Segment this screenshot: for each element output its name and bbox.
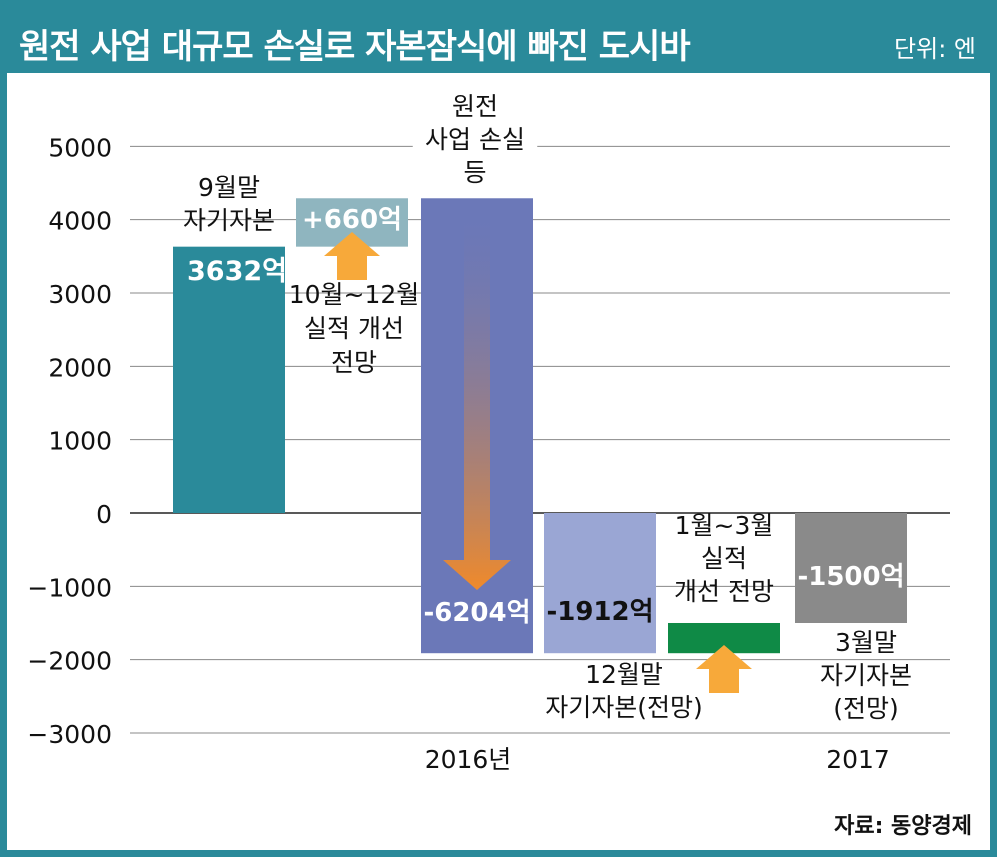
bar-category-label: 실적: [701, 544, 747, 573]
period-label: 2017: [826, 745, 890, 774]
unit-label: 단위: 엔: [894, 35, 976, 63]
bar-category-label: 9월말: [198, 173, 260, 202]
y-tick-label: 2000: [48, 353, 112, 382]
y-tick-label: 5000: [48, 133, 112, 162]
bar: [544, 513, 656, 654]
header-bar: 원전 사업 대규모 손실로 자본잠식에 빠진 도시바 단위: 엔: [7, 7, 990, 73]
period-label: 2016년: [425, 745, 512, 774]
bar-category-label: 사업 손실: [425, 125, 525, 154]
y-tick-label: 3000: [48, 280, 112, 309]
bar-category-label: 3월말: [835, 628, 897, 657]
value-label: -6204억: [423, 598, 530, 628]
bar: [173, 246, 285, 513]
y-tick-label: 4000: [48, 207, 112, 236]
bar-category-label: 10월~12월: [289, 280, 420, 309]
y-tick-label: −2000: [27, 647, 112, 676]
bar-category-label: 자기자본(전망): [545, 693, 703, 722]
bar-category-label: 12월말: [585, 660, 663, 689]
improve-arrow-q4: [324, 232, 380, 280]
bar: [795, 513, 907, 623]
value-label: 3632억: [187, 256, 287, 287]
bar-category-label-bg: [412, 125, 538, 158]
bar-category-label: 개선 전망: [674, 577, 774, 606]
y-tick-label: 0: [96, 500, 112, 529]
y-tick-label: 1000: [48, 427, 112, 456]
y-tick-label: −1000: [27, 573, 112, 602]
bar-category-label: 자기자본: [183, 206, 275, 235]
bar-category-label: (전망): [833, 694, 899, 723]
chart-title: 원전 사업 대규모 손실로 자본잠식에 빠진 도시바: [19, 27, 691, 67]
bar-category-label: 전망: [331, 348, 377, 377]
value-label: +660억: [302, 205, 402, 235]
bar-category-label: 자기자본: [820, 661, 912, 690]
y-tick-label: −3000: [27, 720, 112, 749]
bar-category-label: 실적 개선: [304, 314, 404, 343]
bar-category-label: 1월~3월: [675, 511, 774, 540]
improve-arrow-q1: [696, 645, 752, 693]
value-label: -1500억: [797, 562, 904, 592]
bar-category-label-bg: [457, 158, 493, 191]
bar-category-label: 등: [463, 158, 486, 187]
loss-arrow: [443, 220, 511, 590]
value-label: -1912억: [546, 597, 653, 627]
source-label: 자료: 동양경제: [834, 814, 972, 839]
bar-category-label: 원전: [452, 92, 498, 121]
bar-category-label-bg: [446, 92, 504, 125]
